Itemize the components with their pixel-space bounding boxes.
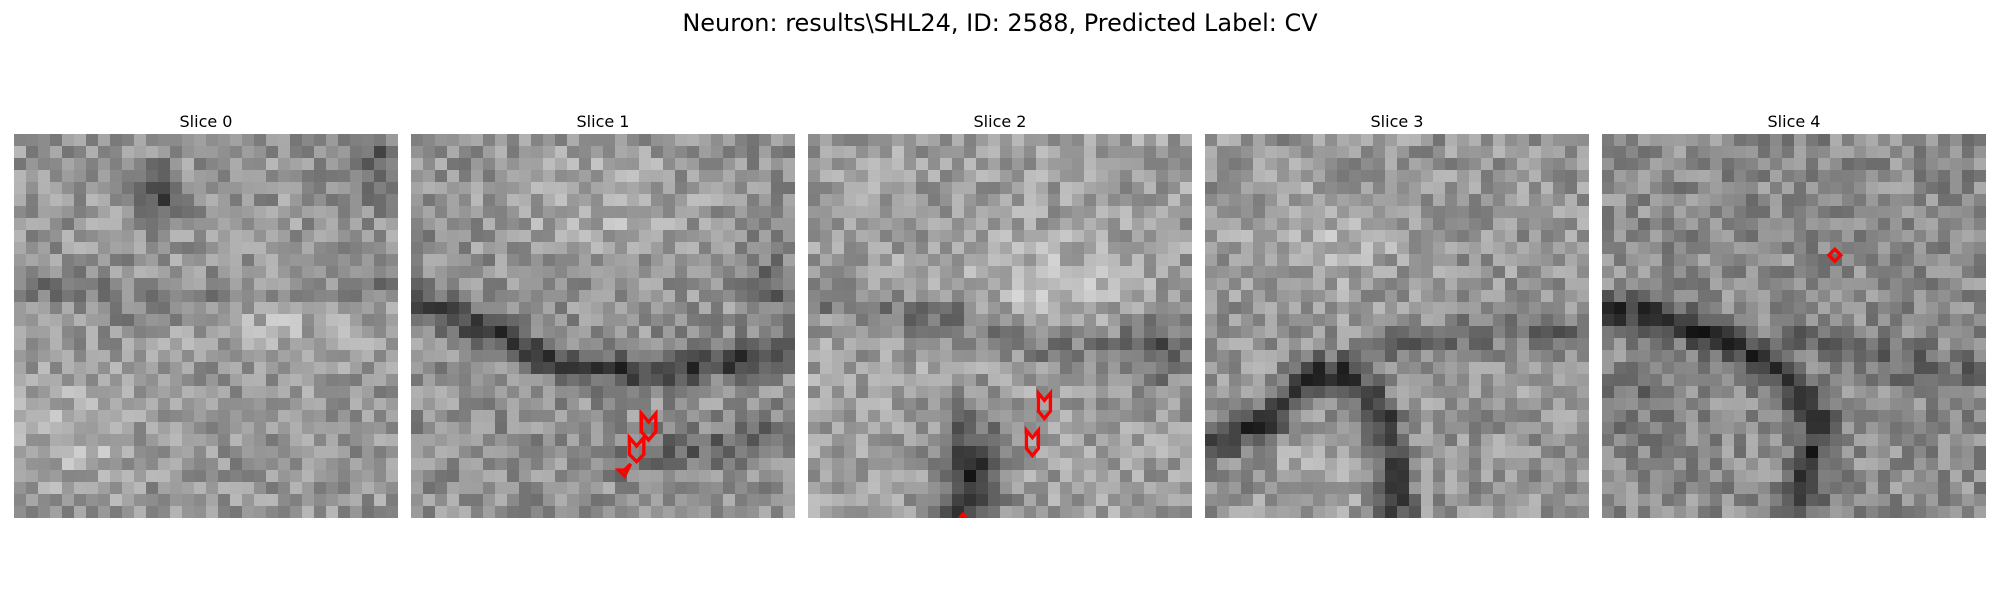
slice-panel-2: Slice 2 (808, 110, 1192, 518)
slice-panel-4: Slice 4 (1602, 110, 1986, 518)
slice-panel-3: Slice 3 (1205, 110, 1589, 518)
red-contour (614, 462, 633, 479)
red-contour (627, 433, 646, 464)
slice-title: Slice 1 (576, 112, 630, 131)
slice-image (1205, 134, 1589, 518)
figure-title: Neuron: results\SHL24, ID: 2588, Predict… (682, 9, 1318, 37)
slice-image (411, 134, 795, 518)
slice-title: Slice 3 (1370, 112, 1424, 131)
slice-panel-1: Slice 1 (411, 110, 795, 518)
red-contour (957, 511, 968, 518)
slice-image (808, 134, 1192, 518)
slice-title: Slice 2 (973, 112, 1027, 131)
slice-image (1602, 134, 1986, 518)
red-contour (1036, 388, 1053, 422)
red-contour (1024, 425, 1041, 459)
red-contour (1826, 246, 1844, 264)
slice-title: Slice 0 (179, 112, 233, 131)
red-contour (639, 409, 658, 443)
slice-title: Slice 4 (1767, 112, 1821, 131)
slice-image (14, 134, 398, 518)
slice-panel-0: Slice 0 (14, 110, 398, 518)
